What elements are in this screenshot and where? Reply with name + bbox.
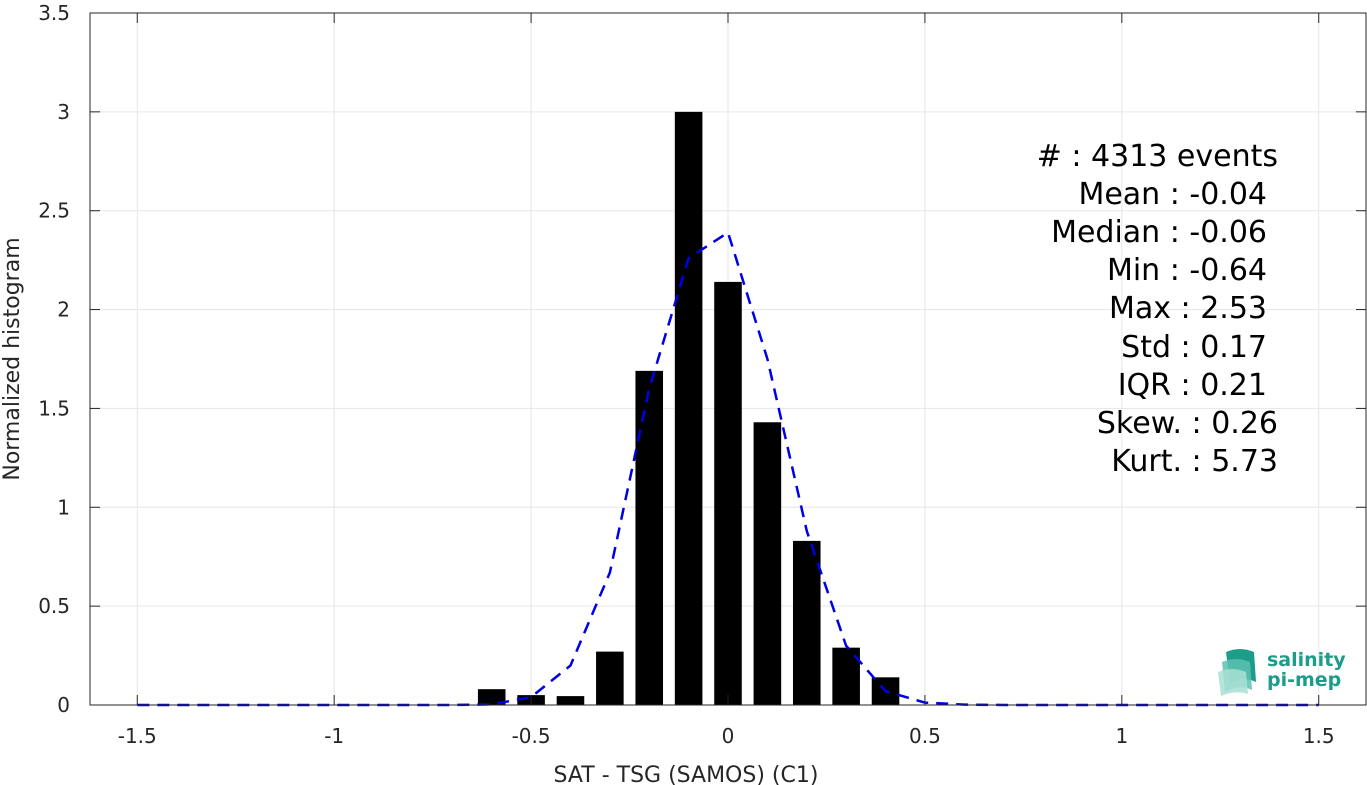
- y-tick-label: 1: [57, 495, 70, 519]
- axis-ticks: [90, 12, 1366, 706]
- logo-text-pimep: pi-mep: [1267, 669, 1341, 691]
- histogram-bar: [556, 696, 585, 705]
- histogram-bar: [674, 111, 703, 706]
- stats-max: Max : 2.53: [1109, 291, 1267, 326]
- x-tick-label: 0.5: [909, 724, 941, 748]
- grid-lines: [90, 12, 1366, 706]
- stats-skew: Skew. : 0.26: [1097, 406, 1278, 441]
- x-axis-label: SAT - TSG (SAMOS) (C1): [554, 763, 819, 785]
- y-tick-label: 0: [57, 693, 70, 717]
- y-tick-label: 2.5: [38, 199, 70, 223]
- y-tick-label: 0.5: [38, 594, 70, 618]
- y-axis-label: Normalized histogram: [0, 237, 25, 480]
- stats-iqr: IQR : 0.21: [1118, 368, 1267, 403]
- salinity-pimep-logo: salinity pi-mep: [1218, 649, 1346, 696]
- x-tick-label: 1.5: [1303, 724, 1335, 748]
- y-tick-label: 3: [57, 100, 70, 124]
- stats-count: # : 4313 events: [1037, 139, 1278, 174]
- statistics-annotation: # : 4313 events Mean : -0.04 Median : -0…: [1037, 139, 1278, 479]
- histogram-bar: [753, 422, 782, 705]
- x-tick-label: -0.5: [512, 724, 551, 748]
- logo-wave-icon: [1218, 649, 1256, 696]
- stats-mean: Mean : -0.04: [1078, 177, 1267, 212]
- histogram-bar: [477, 689, 506, 705]
- y-tick-label: 2: [57, 298, 70, 322]
- x-tick-label: -1: [324, 724, 344, 748]
- x-tick-label: 1: [1115, 724, 1128, 748]
- y-tick-label: 1.5: [38, 396, 70, 420]
- stats-min: Min : -0.64: [1107, 253, 1267, 288]
- stats-median: Median : -0.06: [1051, 215, 1267, 250]
- x-tick-label: -1.5: [118, 724, 157, 748]
- logo-text-salinity: salinity: [1267, 649, 1346, 671]
- y-tick-label: 3.5: [38, 1, 70, 25]
- x-tick-labels: -1.5 -1 -0.5 0 0.5 1 1.5: [118, 724, 1335, 748]
- stats-kurt: Kurt. : 5.73: [1111, 444, 1278, 479]
- histogram-bars: [477, 111, 900, 706]
- histogram-bar: [714, 281, 742, 705]
- histogram-bar: [635, 370, 664, 705]
- histogram-bar: [596, 651, 624, 705]
- histogram-bar: [792, 540, 821, 705]
- x-tick-label: 0: [722, 724, 735, 748]
- stats-std: Std : 0.17: [1121, 330, 1267, 365]
- y-tick-labels: 0 0.5 1 1.5 2 2.5 3 3.5: [38, 1, 70, 717]
